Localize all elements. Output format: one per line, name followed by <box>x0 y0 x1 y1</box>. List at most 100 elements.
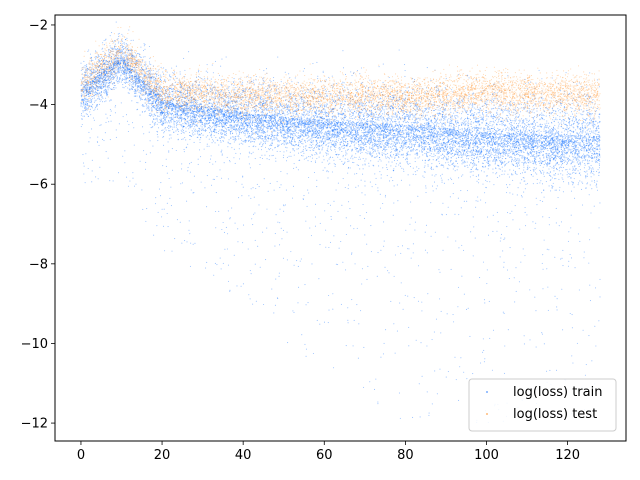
data-point <box>596 180 598 182</box>
data-point <box>535 222 537 224</box>
data-point <box>146 103 148 106</box>
data-point <box>428 412 430 414</box>
data-point <box>102 42 104 44</box>
data-point <box>398 105 400 108</box>
data-point <box>230 93 232 95</box>
data-point <box>340 95 342 97</box>
data-point <box>301 117 303 119</box>
data-point <box>84 182 86 184</box>
data-point <box>450 115 452 117</box>
data-point <box>305 355 307 357</box>
data-point <box>589 239 591 241</box>
data-point <box>398 392 401 394</box>
data-point <box>328 126 330 128</box>
data-point <box>80 96 83 98</box>
data-point <box>533 149 535 151</box>
data-point <box>496 211 498 213</box>
data-point <box>140 98 142 100</box>
data-point <box>170 205 172 207</box>
data-point <box>442 202 444 204</box>
data-point <box>355 116 357 118</box>
data-point <box>525 125 527 127</box>
data-point <box>203 105 205 107</box>
data-point <box>367 151 369 153</box>
data-point <box>570 139 572 141</box>
data-point <box>498 118 500 120</box>
data-point <box>534 133 536 135</box>
data-point <box>182 100 184 102</box>
data-point <box>581 135 583 137</box>
data-point <box>558 178 560 180</box>
data-point <box>571 107 573 109</box>
data-point <box>227 178 229 180</box>
data-point <box>218 118 220 120</box>
data-point <box>382 202 384 205</box>
data-point <box>131 100 133 102</box>
data-point <box>494 92 496 94</box>
data-point <box>291 112 293 114</box>
data-point <box>410 114 412 116</box>
data-point <box>233 109 235 111</box>
data-point <box>481 162 484 164</box>
data-point <box>385 108 387 110</box>
data-point <box>80 112 83 115</box>
data-point <box>380 110 382 112</box>
data-point <box>567 265 570 267</box>
data-point <box>264 100 266 102</box>
data-point <box>452 313 454 316</box>
data-point <box>501 130 504 133</box>
data-point <box>450 161 452 163</box>
data-point <box>499 118 501 120</box>
data-point <box>541 78 543 80</box>
data-point <box>539 118 541 120</box>
data-point <box>224 248 226 250</box>
data-point <box>408 248 410 250</box>
data-point <box>342 156 344 158</box>
data-point <box>491 369 493 371</box>
data-point <box>430 153 432 155</box>
data-point <box>376 124 378 126</box>
data-point <box>567 135 570 137</box>
data-point <box>590 212 592 214</box>
data-point <box>485 111 487 113</box>
data-point <box>305 109 307 111</box>
data-point <box>271 107 273 109</box>
data-point <box>584 125 586 127</box>
data-point <box>462 150 464 152</box>
data-point <box>423 143 425 145</box>
data-point <box>298 104 300 106</box>
data-point <box>208 102 210 105</box>
data-point <box>598 134 601 136</box>
data-point <box>244 129 246 131</box>
data-point <box>181 182 184 184</box>
data-point <box>80 84 82 86</box>
data-point <box>221 128 223 130</box>
data-point <box>301 150 303 152</box>
data-point <box>525 137 527 139</box>
data-point <box>557 196 559 199</box>
data-point <box>347 119 349 121</box>
data-point <box>578 289 580 291</box>
data-point <box>589 284 591 286</box>
data-point <box>418 92 421 94</box>
data-point <box>157 96 159 98</box>
data-point <box>311 123 313 125</box>
data-point <box>257 245 259 247</box>
data-point <box>177 106 179 108</box>
data-point <box>183 126 185 128</box>
data-point <box>510 125 512 127</box>
data-point <box>497 149 499 151</box>
data-point <box>198 76 200 78</box>
data-point <box>470 125 472 128</box>
data-point <box>238 129 240 131</box>
data-point <box>273 76 275 79</box>
data-point <box>400 144 402 146</box>
data-point <box>136 60 138 62</box>
data-point <box>116 39 118 41</box>
data-point <box>383 245 385 247</box>
data-point <box>446 120 448 122</box>
data-point <box>332 308 334 310</box>
data-point <box>516 129 518 131</box>
data-point <box>335 124 337 126</box>
data-point <box>220 141 222 143</box>
